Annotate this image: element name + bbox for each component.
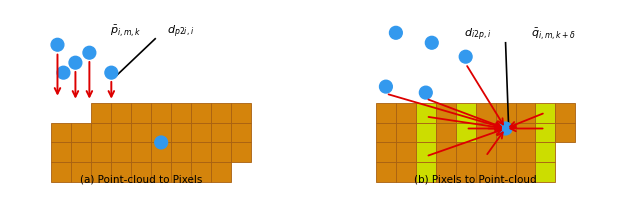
Bar <box>396 162 416 182</box>
Circle shape <box>499 122 512 135</box>
Bar <box>131 103 151 123</box>
Text: $d_{p2i,i}$: $d_{p2i,i}$ <box>167 24 195 40</box>
Bar <box>112 162 131 182</box>
Bar <box>396 143 416 162</box>
Bar <box>496 143 515 162</box>
Bar <box>171 162 191 182</box>
Bar <box>52 123 71 143</box>
Circle shape <box>69 56 82 69</box>
Circle shape <box>389 26 403 39</box>
Bar <box>71 123 91 143</box>
Bar <box>211 123 231 143</box>
Bar <box>416 123 436 143</box>
Bar <box>91 123 112 143</box>
Bar <box>436 162 455 182</box>
Bar <box>112 143 131 162</box>
Bar <box>211 143 231 162</box>
Bar <box>211 162 231 182</box>
Circle shape <box>420 86 432 99</box>
Circle shape <box>51 38 64 51</box>
Circle shape <box>83 46 96 59</box>
Bar <box>91 103 112 123</box>
Bar <box>496 123 515 143</box>
Bar <box>476 143 496 162</box>
Bar <box>231 103 251 123</box>
Bar <box>231 123 251 143</box>
Bar <box>496 162 515 182</box>
Bar <box>515 123 535 143</box>
Circle shape <box>425 36 438 49</box>
Bar <box>496 103 515 123</box>
Bar <box>171 103 191 123</box>
Bar <box>71 143 91 162</box>
Bar <box>416 103 436 123</box>
Text: (a) Point-cloud to Pixels: (a) Point-cloud to Pixels <box>80 174 202 184</box>
Bar <box>515 103 535 123</box>
Bar <box>536 162 556 182</box>
Bar <box>536 103 556 123</box>
Bar <box>476 123 496 143</box>
Bar <box>536 123 556 143</box>
Bar <box>191 143 211 162</box>
Bar <box>91 143 112 162</box>
Text: $\bar{p}_{i,m,k}$: $\bar{p}_{i,m,k}$ <box>110 24 141 39</box>
Bar <box>376 103 396 123</box>
Bar <box>151 103 171 123</box>
Bar <box>515 162 535 182</box>
Bar <box>436 103 455 123</box>
Bar <box>436 143 455 162</box>
Bar <box>476 103 496 123</box>
Bar <box>52 162 71 182</box>
Bar <box>416 162 436 182</box>
Bar <box>436 123 455 143</box>
Text: (b) Pixels to Point-cloud: (b) Pixels to Point-cloud <box>415 174 537 184</box>
Bar <box>536 143 556 162</box>
Text: $\bar{q}_{i,m,k+\delta}$: $\bar{q}_{i,m,k+\delta}$ <box>532 27 577 42</box>
Bar <box>455 123 476 143</box>
Bar <box>515 143 535 162</box>
Bar <box>376 123 396 143</box>
Bar <box>476 162 496 182</box>
Bar <box>455 143 476 162</box>
Bar <box>191 103 211 123</box>
Bar <box>191 162 211 182</box>
Bar <box>131 143 151 162</box>
Circle shape <box>105 66 118 79</box>
Bar <box>556 123 575 143</box>
Bar <box>151 143 171 162</box>
Bar <box>171 123 191 143</box>
Bar <box>91 162 112 182</box>
Bar <box>211 103 231 123</box>
Bar <box>455 103 476 123</box>
Bar <box>151 162 171 182</box>
Bar <box>112 103 131 123</box>
Bar <box>52 143 71 162</box>
Bar <box>231 143 251 162</box>
Bar <box>455 162 476 182</box>
Circle shape <box>155 136 168 149</box>
Bar <box>191 123 211 143</box>
Bar <box>131 162 151 182</box>
Bar <box>396 123 416 143</box>
Bar <box>71 162 91 182</box>
Bar <box>376 143 396 162</box>
Bar <box>376 162 396 182</box>
Bar <box>112 123 131 143</box>
Circle shape <box>459 50 472 63</box>
Text: $d_{i2p,i}$: $d_{i2p,i}$ <box>464 27 491 43</box>
Bar <box>556 103 575 123</box>
Bar <box>171 143 191 162</box>
Bar <box>131 123 151 143</box>
Bar <box>396 103 416 123</box>
Circle shape <box>57 66 70 79</box>
Bar <box>151 123 171 143</box>
Circle shape <box>379 80 392 93</box>
Bar <box>416 143 436 162</box>
